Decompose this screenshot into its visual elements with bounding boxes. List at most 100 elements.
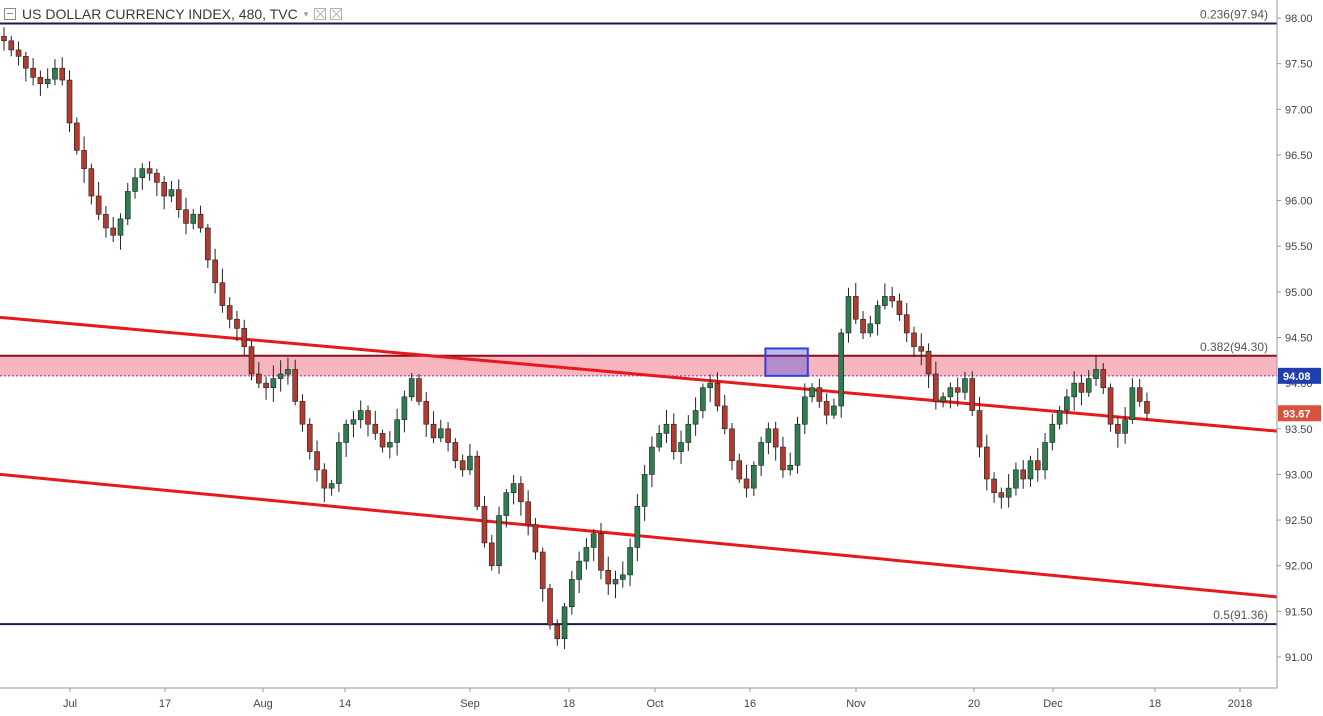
x-tick-label: Aug bbox=[253, 698, 273, 710]
candle-body bbox=[1042, 442, 1048, 471]
candle-body bbox=[765, 428, 772, 443]
y-tick-label: 96.00 bbox=[1285, 196, 1313, 208]
x-tick-label: Dec bbox=[1043, 698, 1063, 710]
symbol-title[interactable]: US DOLLAR CURRENCY INDEX, 480, TVC bbox=[22, 6, 298, 22]
support-resistance-zone bbox=[0, 355, 1277, 376]
candle-body bbox=[1005, 487, 1012, 498]
candle-body bbox=[539, 551, 546, 589]
candle-body bbox=[751, 464, 757, 489]
price-label-bg bbox=[1278, 405, 1321, 422]
x-tick-label: 16 bbox=[744, 698, 756, 710]
candle-body bbox=[467, 455, 473, 471]
candle-body bbox=[554, 624, 561, 640]
candle-body bbox=[459, 460, 466, 471]
candle-body bbox=[743, 478, 750, 489]
candle-body bbox=[1064, 396, 1070, 411]
candle-body bbox=[889, 296, 895, 302]
candle-body bbox=[314, 451, 320, 471]
y-tick-label: 91.50 bbox=[1285, 606, 1313, 618]
candle-body bbox=[8, 40, 15, 51]
candle-body bbox=[350, 419, 357, 425]
candle-body bbox=[343, 423, 349, 443]
chevron-down-icon[interactable]: ▾ bbox=[303, 8, 309, 19]
candle-body bbox=[1136, 387, 1143, 402]
candle-body bbox=[183, 209, 189, 224]
candle-body bbox=[670, 423, 677, 452]
remove-series-icon[interactable] bbox=[330, 8, 343, 20]
candle-body bbox=[103, 213, 109, 229]
candle-body bbox=[772, 428, 779, 448]
hide-series-icon[interactable] bbox=[314, 8, 327, 20]
candle-body bbox=[925, 350, 932, 375]
candle-body bbox=[1093, 369, 1099, 379]
candle-body bbox=[306, 423, 313, 452]
x-tick-label: 20 bbox=[968, 698, 980, 710]
candle-body bbox=[430, 423, 437, 439]
candle-body bbox=[801, 396, 808, 425]
candle-body bbox=[37, 77, 44, 85]
candle-body bbox=[809, 387, 815, 398]
candle-body bbox=[816, 387, 823, 402]
candle-body bbox=[1, 35, 7, 42]
candle-body bbox=[1013, 469, 1019, 489]
y-tick-label: 98.00 bbox=[1285, 13, 1313, 25]
candle-body bbox=[1122, 419, 1128, 434]
fib-level-label-2: 0.5(91.36) bbox=[1213, 608, 1268, 622]
candle-body bbox=[496, 515, 502, 567]
candle-body bbox=[190, 213, 197, 224]
candle-body bbox=[714, 382, 721, 407]
candle-body bbox=[321, 469, 328, 489]
candle-body bbox=[452, 442, 459, 462]
candle-body bbox=[598, 533, 604, 571]
candle-body bbox=[998, 492, 1005, 498]
candle-body bbox=[437, 428, 444, 439]
candle-body bbox=[175, 189, 182, 210]
candle-body bbox=[823, 401, 830, 416]
candle-body bbox=[918, 346, 925, 352]
collapse-legend-icon[interactable] bbox=[4, 8, 16, 20]
candle-body bbox=[197, 213, 204, 229]
candle-body bbox=[758, 442, 764, 466]
candle-body bbox=[52, 67, 58, 80]
candle-body bbox=[518, 483, 524, 503]
candle-body bbox=[299, 401, 306, 425]
candle-body bbox=[619, 574, 626, 580]
candle-body bbox=[219, 282, 226, 306]
y-tick-label: 93.00 bbox=[1285, 469, 1313, 481]
candle-body bbox=[510, 483, 517, 493]
candle-body bbox=[896, 300, 903, 315]
candle-body bbox=[255, 373, 262, 384]
candle-body bbox=[1078, 382, 1085, 393]
candle-body bbox=[962, 378, 968, 393]
candle-body bbox=[576, 560, 582, 580]
candle-body bbox=[1071, 382, 1077, 398]
candle-body bbox=[1056, 410, 1063, 425]
candle-body bbox=[605, 569, 612, 585]
candle-body bbox=[88, 168, 95, 197]
candle-body bbox=[561, 606, 568, 640]
candle-body bbox=[867, 323, 874, 334]
candle-body bbox=[81, 150, 87, 169]
candle-body bbox=[503, 492, 510, 516]
candle-body bbox=[328, 483, 335, 489]
candle-body bbox=[124, 191, 131, 220]
candle-body bbox=[132, 177, 138, 192]
candle-body bbox=[401, 396, 408, 420]
candle-body bbox=[933, 373, 939, 402]
candle-body bbox=[911, 332, 917, 347]
candle-body bbox=[627, 547, 633, 576]
candle-body bbox=[590, 533, 597, 548]
candle-body bbox=[831, 405, 837, 416]
candle-body bbox=[30, 67, 36, 78]
candle-body bbox=[947, 387, 954, 398]
candle-body bbox=[1027, 460, 1034, 480]
candle-body bbox=[408, 378, 415, 398]
candle-body bbox=[787, 464, 794, 471]
y-tick-label: 93.50 bbox=[1285, 424, 1313, 436]
y-tick-label: 92.50 bbox=[1285, 515, 1313, 527]
y-tick-label: 97.50 bbox=[1285, 59, 1313, 71]
candle-body bbox=[532, 524, 539, 553]
candle-body bbox=[234, 318, 240, 329]
